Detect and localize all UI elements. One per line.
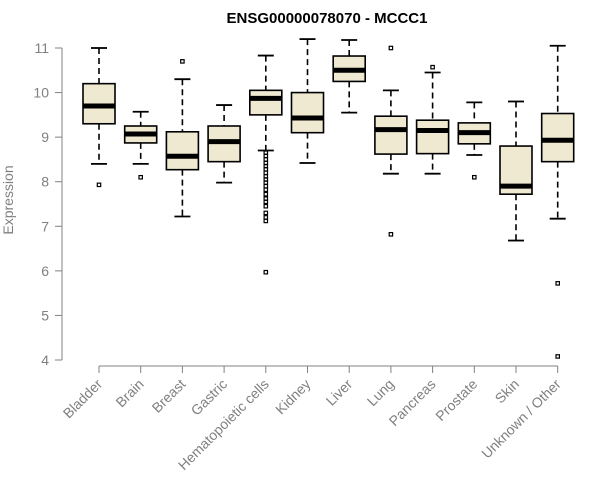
outlier-point <box>430 64 435 70</box>
iqr-box <box>249 89 283 116</box>
chart-title: ENSG00000078070 - MCCC1 <box>227 10 428 27</box>
box-bladder <box>82 47 116 188</box>
y-tick-label: 6 <box>41 263 49 279</box>
outlier-point <box>263 183 269 189</box>
outlier-point <box>96 182 102 188</box>
x-tick-label: Bladder <box>60 376 106 422</box>
box-liver <box>332 39 367 114</box>
box-hematopoietic-cells <box>249 54 283 275</box>
outlier-point <box>263 187 269 193</box>
box-pancreas <box>415 64 450 175</box>
outlier-point <box>263 180 269 185</box>
outlier-point <box>555 281 561 286</box>
outlier-point <box>138 174 144 180</box>
box-gastric <box>207 104 241 184</box>
box-lung <box>374 45 408 237</box>
y-axis: 4 5 6 7 8 9 10 11 <box>33 40 63 368</box>
box-breast <box>165 59 200 218</box>
outlier-point <box>263 215 269 220</box>
iqr-box <box>290 91 325 134</box>
outlier-point <box>263 170 269 176</box>
iqr-box <box>540 112 575 163</box>
outlier-point <box>263 153 269 159</box>
outlier-point <box>263 203 269 209</box>
outlier-point <box>263 166 269 172</box>
outlier-point <box>472 174 477 180</box>
box-kidney <box>290 38 325 164</box>
y-tick-label: 9 <box>41 129 49 145</box>
x-tick-label: Liver <box>323 376 356 409</box>
x-tick-label: Unknown / Other <box>478 376 564 462</box>
outlier-point <box>263 199 269 205</box>
y-axis-label: Expression <box>0 165 16 234</box>
box-series <box>82 38 575 359</box>
box-unknown-other <box>540 44 575 359</box>
outlier-point <box>263 157 269 162</box>
iqr-box <box>374 115 408 155</box>
outlier-point <box>263 269 269 275</box>
box-brain <box>123 110 158 180</box>
outlier-point <box>263 191 269 197</box>
x-tick-label: Lung <box>364 376 397 409</box>
y-tick-label: 11 <box>34 40 49 56</box>
box-skin <box>499 100 533 242</box>
y-tick-label: 5 <box>41 307 49 323</box>
box-prostate <box>457 101 492 180</box>
iqr-box <box>165 130 200 171</box>
x-tick-label: Prostate <box>432 376 480 424</box>
y-tick-label: 4 <box>41 352 49 368</box>
y-tick-label: 10 <box>33 85 49 101</box>
x-tick-label: Kidney <box>272 376 314 418</box>
y-tick-label: 7 <box>41 218 49 234</box>
outlier-point <box>388 232 394 237</box>
x-tick-label: Breast <box>149 376 189 416</box>
x-tick-label: Brain <box>112 376 146 410</box>
outlier-point <box>263 210 269 216</box>
outlier-point <box>388 45 394 51</box>
y-tick-label: 8 <box>41 174 49 190</box>
outlier-point <box>263 218 269 224</box>
x-tick-label: Skin <box>492 376 523 407</box>
outlier-point <box>555 354 561 359</box>
iqr-box <box>415 119 450 155</box>
outlier-point <box>180 59 185 64</box>
